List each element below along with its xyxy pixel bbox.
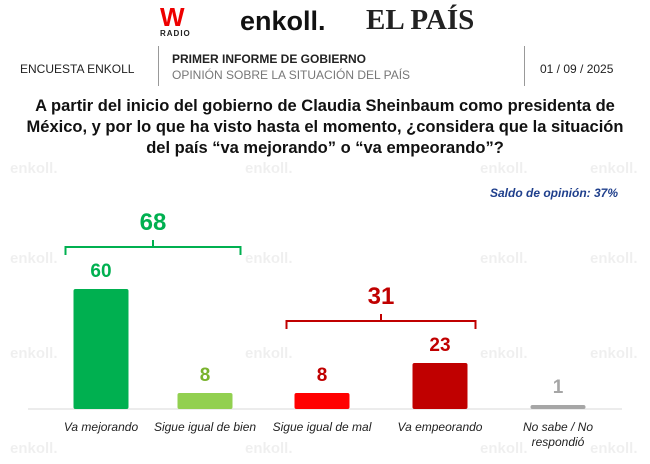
- data-label: 8: [316, 365, 328, 386]
- data-label: 8: [199, 365, 211, 386]
- data-label: 60: [90, 261, 112, 282]
- category-label: Va mejorando: [63, 420, 139, 434]
- bar: [73, 289, 129, 409]
- watermark: enkoll.: [590, 345, 638, 362]
- watermark: enkoll.: [10, 250, 58, 267]
- watermark: enkoll.: [10, 345, 58, 362]
- group-bracket: [64, 240, 242, 255]
- watermark: enkoll.: [245, 160, 293, 177]
- enkoll-logo: enkoll.: [240, 6, 326, 36]
- bar: [412, 363, 468, 409]
- w-radio-logo: W RADIO: [160, 2, 191, 38]
- opinion-balance: Saldo de opinión: 37%: [489, 186, 618, 200]
- report-title: PRIMER INFORME DE GOBIERNO: [172, 52, 367, 66]
- watermark: enkoll.: [480, 250, 528, 267]
- group-total: 31: [367, 283, 395, 310]
- watermark: enkoll.: [245, 345, 293, 362]
- bar: [530, 405, 586, 409]
- watermark: enkoll.: [245, 440, 293, 457]
- divider: [524, 46, 525, 86]
- watermark: enkoll.: [480, 345, 528, 362]
- watermark: enkoll.: [480, 160, 528, 177]
- watermark: enkoll.: [10, 440, 58, 457]
- survey-label: ENCUESTA ENKOLL: [20, 62, 135, 76]
- category-label: Sigue igual de mal: [272, 420, 372, 434]
- report-date: 01 / 09 / 2025: [540, 62, 614, 76]
- data-label: 1: [552, 377, 564, 398]
- watermark: enkoll.: [480, 440, 528, 457]
- el-pais-logo: EL PAÍS: [366, 4, 475, 36]
- category-label: No sabe / No respondió: [522, 420, 594, 449]
- watermark: enkoll.: [590, 250, 638, 267]
- watermark: enkoll.: [245, 250, 293, 267]
- watermark: enkoll.: [590, 440, 638, 457]
- watermark: enkoll.: [10, 160, 58, 177]
- report-subtitle: OPINIÓN SOBRE LA SITUACIÓN DEL PAÍS: [172, 68, 411, 82]
- divider: [158, 46, 159, 86]
- category-label: Sigue igual de bien: [153, 420, 257, 434]
- category-label: Va empeorando: [397, 420, 483, 434]
- bar: [294, 393, 350, 409]
- group-total: 68: [139, 209, 167, 236]
- group-bracket: [285, 314, 477, 329]
- watermark: enkoll.: [590, 160, 638, 177]
- question-text: A partir del inicio del gobierno de Clau…: [26, 97, 624, 157]
- bar: [177, 393, 233, 409]
- data-label: 23: [429, 335, 451, 356]
